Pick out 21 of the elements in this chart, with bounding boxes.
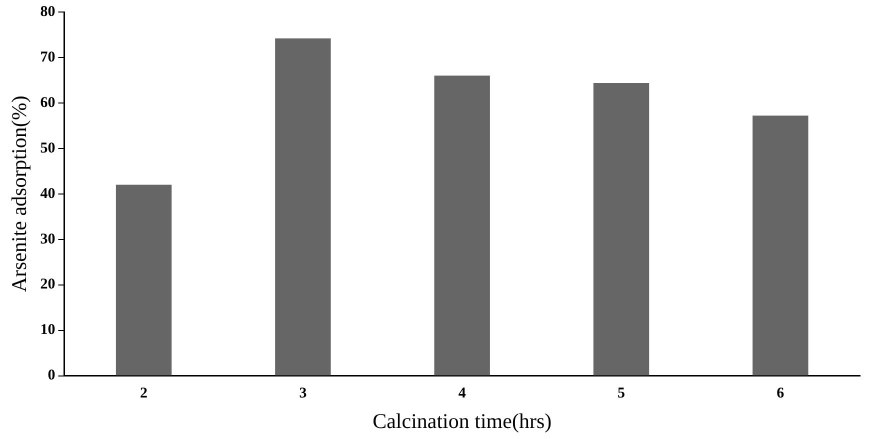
y-tick-label: 40 bbox=[40, 186, 56, 202]
bar bbox=[752, 116, 808, 376]
y-tick-label: 0 bbox=[48, 368, 56, 384]
y-tick-label: 10 bbox=[40, 322, 56, 338]
y-axis-title: Arsenite adsorption(%) bbox=[7, 96, 32, 292]
y-tick-label: 50 bbox=[40, 140, 56, 156]
x-tick-label: 2 bbox=[140, 386, 148, 402]
bar bbox=[593, 82, 650, 376]
y-tick-label: 30 bbox=[40, 231, 56, 248]
x-tick-label: 4 bbox=[458, 386, 466, 402]
y-tick-label: 70 bbox=[40, 49, 56, 66]
y-tick-label: 60 bbox=[40, 94, 56, 111]
y-tick-label: 20 bbox=[40, 276, 56, 293]
x-tick-label: 6 bbox=[776, 386, 785, 402]
y-tick-label: 80 bbox=[40, 4, 56, 20]
bar bbox=[116, 184, 172, 376]
x-tick-label: 5 bbox=[618, 386, 626, 402]
x-tick-label: 3 bbox=[299, 386, 307, 402]
x-axis-title: Calcination time(hrs) bbox=[372, 408, 552, 433]
bar bbox=[434, 76, 490, 376]
bar bbox=[275, 38, 331, 376]
